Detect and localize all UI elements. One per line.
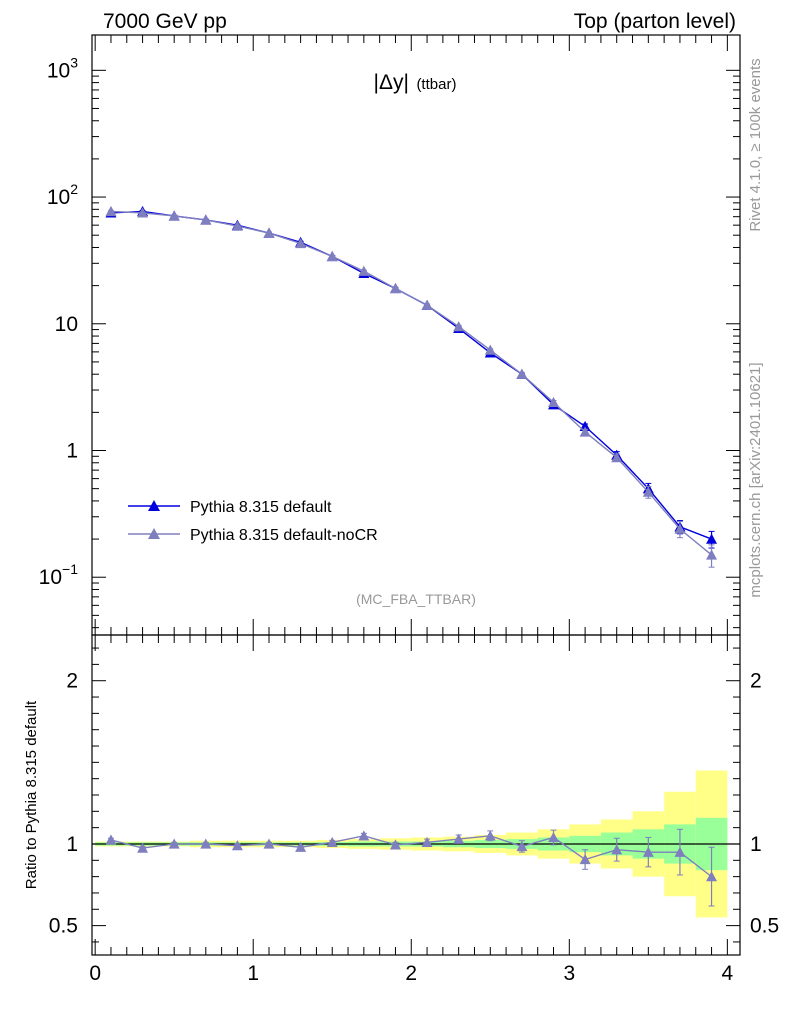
mcplots-label: mcplots.cern.ch [arXiv:2401.10621] (747, 362, 764, 597)
ratio-point-nocr (706, 871, 718, 882)
plot-title-main: |Δy| (374, 71, 409, 94)
main-y-tick-label: 10−1 (39, 561, 79, 589)
header-right-title: Top (parton level) (574, 10, 736, 33)
main-y-tick-label-exponent: 3 (70, 54, 78, 70)
ratio-axis-ticks (92, 635, 740, 955)
main-y-tick-label-base: 1 (66, 439, 78, 462)
x-tick-label: 4 (722, 962, 734, 985)
main-y-tick-label: 10 (55, 313, 78, 336)
ratio-point-nocr (358, 830, 370, 841)
data-point-nocr (674, 523, 686, 534)
data-point-nocr (516, 368, 528, 379)
data-point-nocr (453, 321, 465, 332)
main-y-tick-label: 102 (47, 181, 78, 209)
main-y-tick-label: 1 (66, 439, 78, 462)
ratio-point-nocr (484, 830, 496, 841)
legend-entry-nocr: Pythia 8.315 default-noCR (128, 527, 378, 544)
data-point-nocr (263, 227, 275, 238)
legend-marker-nocr (148, 528, 160, 539)
ratio-point-nocr (295, 841, 307, 852)
main-plot-frame (91, 34, 741, 636)
main-y-tick-label-base: 10 (55, 313, 78, 336)
data-point-nocr (326, 250, 338, 262)
ratio-point-nocr (548, 831, 560, 843)
ratio-y-tick-label: 1 (66, 833, 78, 856)
analysis-watermark: (MC_FBA_TTBAR) (356, 591, 476, 607)
ratio-point-nocr (326, 836, 338, 848)
data-point-nocr (579, 426, 591, 437)
ratio-y-axis-label: Ratio to Pythia 8.315 default (23, 700, 40, 889)
ratio-point-nocr (200, 838, 212, 849)
data-point-nocr (231, 220, 243, 231)
main-y-tick-label-exponent: 2 (70, 181, 78, 197)
ratio-point-nocr (516, 840, 528, 852)
data-point-nocr (706, 549, 718, 560)
data-point-nocr (358, 265, 370, 276)
main-y-tick-label: 103 (47, 54, 78, 82)
ratio-y-tick-label-right: 2 (750, 670, 762, 693)
ratio-line-nocr (110, 835, 712, 878)
legend: Pythia 8.315 default Pythia 8.315 defaul… (128, 499, 378, 544)
data-point-nocr (200, 214, 212, 225)
main-y-tick-label-exponent: −1 (62, 561, 78, 577)
main-series-layer (105, 205, 718, 568)
ratio-point-nocr (579, 853, 591, 865)
ratio-y-tick-label-right: 0.5 (750, 915, 779, 938)
main-axis-ticks (92, 35, 740, 635)
ratio-plot-frame (91, 634, 741, 956)
data-point-nocr (295, 237, 307, 249)
ratio-point-nocr (263, 838, 275, 849)
ratio-point-nocr (421, 836, 433, 848)
data-point-default (706, 533, 718, 544)
data-point-nocr (421, 299, 433, 310)
ratio-y-tick-labels: 0.5 1 2 (49, 670, 78, 938)
main-y-tick-label-base: 10 (47, 186, 70, 209)
ratio-point-nocr (611, 844, 623, 855)
ratio-y-tick-labels-right: 0.5 1 2 (750, 670, 779, 938)
x-tick-label: 3 (563, 962, 575, 985)
ratio-y-tick-label: 0.5 (49, 915, 78, 938)
data-point-nocr (484, 344, 496, 355)
ratio-point-nocr (137, 842, 149, 853)
legend-label-default: Pythia 8.315 default (190, 499, 332, 516)
series-line-nocr (110, 210, 712, 556)
x-tick-label: 2 (405, 962, 417, 985)
ratio-point-nocr (231, 840, 243, 851)
x-tick-label: 1 (247, 962, 259, 985)
ratio-point-nocr (105, 834, 117, 845)
ratio-point-nocr (389, 839, 401, 850)
main-y-tick-label-base: 10 (39, 566, 62, 589)
ratio-y-tick-label-right: 1 (750, 833, 762, 856)
x-tick-labels: 0 1 2 3 4 (89, 962, 733, 985)
header-left-title: 7000 GeV pp (103, 10, 227, 33)
legend-marker-default (148, 500, 160, 511)
main-y-tick-label-base: 10 (47, 59, 70, 82)
data-point-nocr (389, 282, 401, 294)
series-line-default (110, 210, 712, 540)
legend-label-nocr: Pythia 8.315 default-noCR (190, 527, 378, 544)
ratio-panel: 0.5 1 2 0.5 1 2 0 1 2 3 4 Ratio to Pythia 8.315 … (23, 634, 779, 985)
data-point-nocr (105, 205, 117, 217)
rivet-version-label: Rivet 4.1.0, ≥ 100k events (747, 58, 764, 231)
ratio-series-layer (105, 828, 718, 907)
ratio-point-nocr (168, 838, 180, 849)
ratio-point-nocr (642, 846, 654, 857)
x-tick-label: 0 (89, 962, 101, 985)
ratio-point-nocr (453, 833, 465, 844)
data-point-nocr (642, 486, 654, 497)
legend-entry-default: Pythia 8.315 default (128, 499, 332, 516)
plot-title: |Δy| (ttbar) (374, 71, 457, 94)
data-point-nocr (137, 207, 149, 218)
plot-title-sub: (ttbar) (416, 76, 456, 93)
data-point-nocr (548, 396, 560, 407)
ratio-point-nocr (674, 846, 686, 857)
data-point-nocr (168, 210, 180, 221)
ratio-y-tick-label: 2 (66, 670, 78, 693)
data-point-nocr (611, 452, 623, 463)
